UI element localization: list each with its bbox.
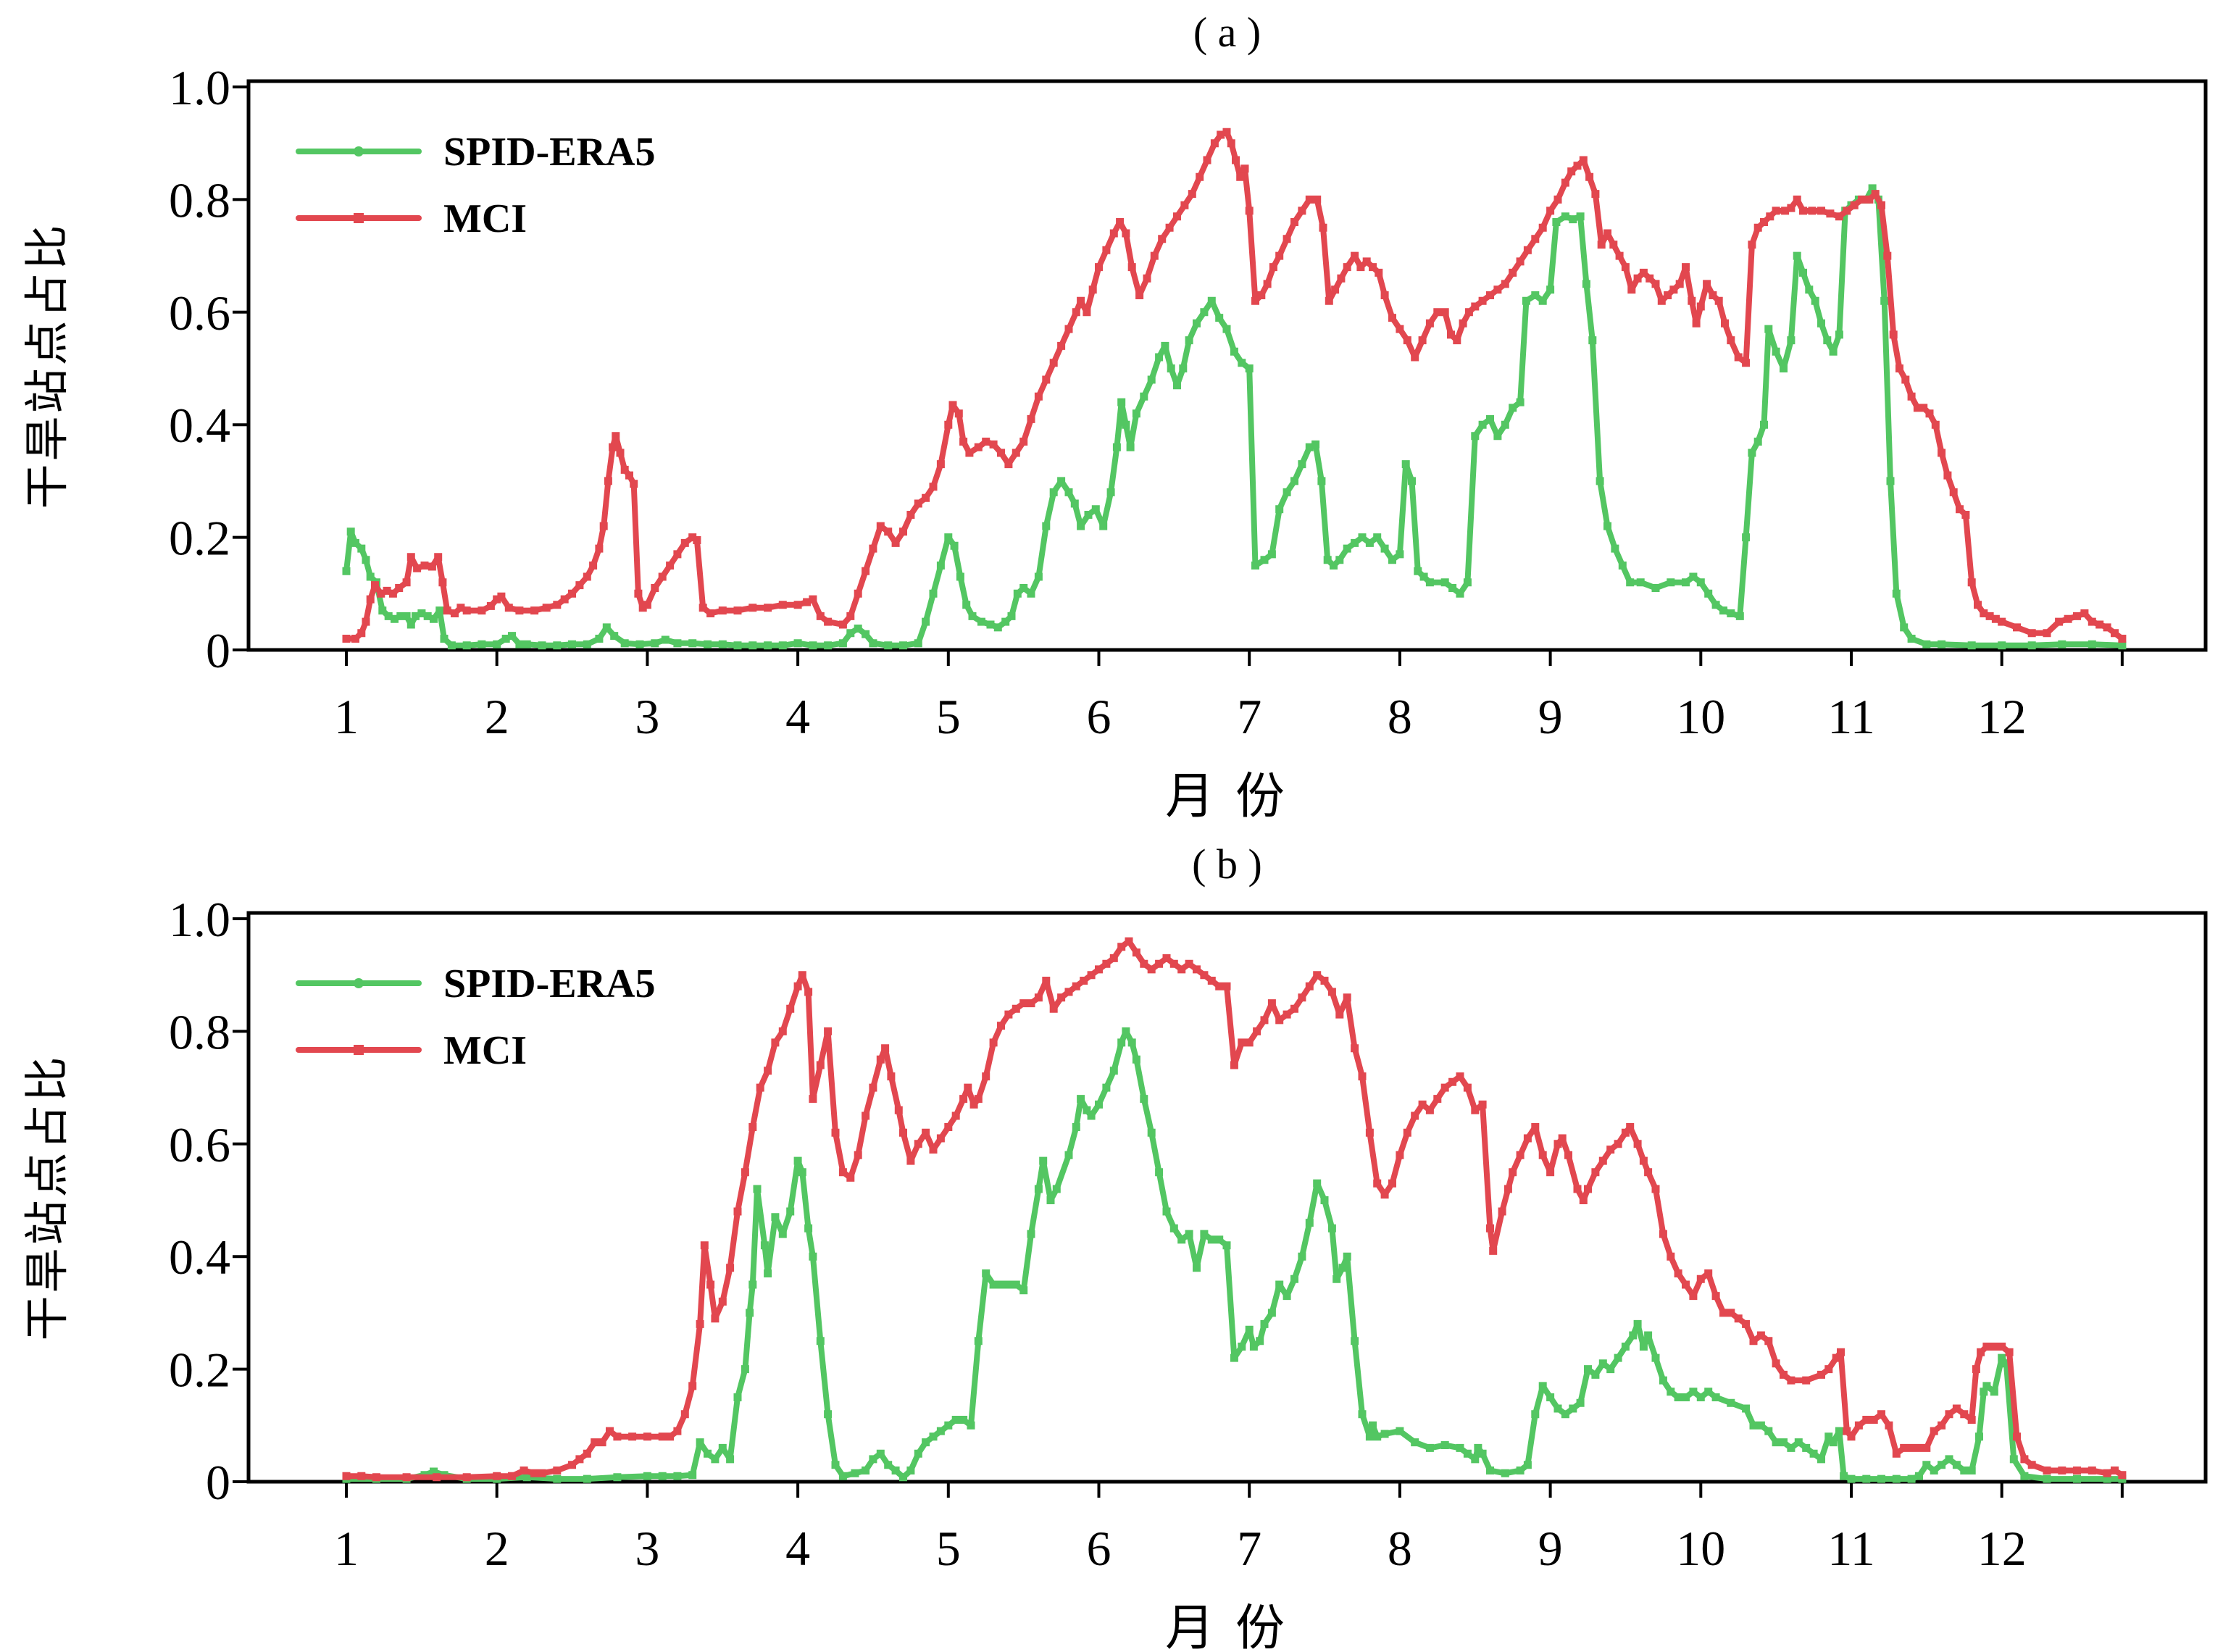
x-tick-label: 7 <box>1237 1521 1261 1576</box>
legend-marker-square <box>354 213 364 223</box>
series-markers-MCI <box>342 937 2127 1482</box>
y-tick-label: 1.0 <box>169 892 230 947</box>
x-tick-label: 12 <box>1977 1521 2027 1576</box>
panel-b: 00.20.40.60.81.01 2 3 4 5 6 7 8 9 10 11 12( b )月 份干… <box>23 840 2208 1652</box>
y-tick-label: 0.2 <box>169 1343 230 1398</box>
x-tick-label: 2 <box>485 1521 509 1576</box>
y-tick-label: 0.4 <box>169 398 230 453</box>
x-tick-label: 4 <box>785 1521 810 1576</box>
y-axis-label: 干旱站点占比 <box>23 1054 72 1340</box>
x-tick-label: 5 <box>936 689 961 744</box>
x-axis-label: 月 份 <box>1165 769 1289 824</box>
series-markers-SPID-ERA5 <box>342 184 2127 650</box>
x-tick-label: 6 <box>1087 1521 1112 1576</box>
panel-title: ( b ) <box>1192 840 1262 888</box>
series-markers-SPID-ERA5 <box>342 1027 2127 1483</box>
y-tick-label: 0 <box>206 1455 230 1510</box>
x-tick-label: 11 <box>1827 689 1874 744</box>
x-tick-label: 8 <box>1388 1521 1412 1576</box>
series-line-SPID-ERA5 <box>343 1028 2125 1482</box>
legend-item-SPID-ERA5: SPID-ERA5 <box>296 130 655 175</box>
x-tick-label: 10 <box>1676 689 1725 744</box>
y-axis-label: 干旱站点占比 <box>23 222 72 509</box>
x-tick-label: 9 <box>1538 689 1563 744</box>
x-tick-label: 12 <box>1977 689 2027 744</box>
y-tick-label: 0.2 <box>169 511 230 566</box>
legend-item-MCI: MCI <box>296 1028 527 1073</box>
x-tick-label: 6 <box>1087 689 1112 744</box>
axes-box <box>246 79 2208 652</box>
panel-title: ( a ) <box>1193 9 1261 56</box>
y-tick-label: 0.8 <box>169 172 230 228</box>
x-tick-label: 10 <box>1676 1521 1725 1576</box>
y-tick-label: 0.6 <box>169 1117 230 1172</box>
x-tick-label: 1 <box>334 1521 359 1576</box>
legend-marker-circle <box>354 978 364 988</box>
x-tick-label: 7 <box>1237 689 1261 744</box>
x-tick-label: 9 <box>1538 1521 1563 1576</box>
legend-label: SPID-ERA5 <box>443 130 655 175</box>
legend-item-SPID-ERA5: SPID-ERA5 <box>296 961 655 1006</box>
x-tick-label: 4 <box>785 689 810 744</box>
axes-box <box>246 911 2208 1484</box>
x-tick-label: 1 <box>334 689 359 744</box>
series-line-SPID-ERA5 <box>343 185 2125 648</box>
y-tick-label: 0.4 <box>169 1230 230 1285</box>
x-tick-label: 3 <box>635 1521 659 1576</box>
y-tick-label: 0.8 <box>169 1004 230 1059</box>
legend-marker-circle <box>354 146 364 157</box>
x-axis-label: 月 份 <box>1165 1601 1289 1652</box>
y-tick-label: 1.0 <box>169 60 230 115</box>
x-tick-label: 5 <box>936 1521 961 1576</box>
y-tick-label: 0.6 <box>169 285 230 341</box>
legend-label: SPID-ERA5 <box>443 961 655 1006</box>
series-line-MCI <box>343 938 2125 1480</box>
x-tick-label: 8 <box>1388 689 1412 744</box>
x-tick-label: 2 <box>485 689 509 744</box>
legend-item-MCI: MCI <box>296 196 527 241</box>
legend-label: MCI <box>443 196 527 241</box>
x-tick-label: 3 <box>635 689 659 744</box>
legend-marker-square <box>354 1045 364 1055</box>
panel-a: 00.20.40.60.81.01 2 3 4 5 6 7 8 9 10 11 12( a )月 份干… <box>23 9 2208 824</box>
x-tick-label: 11 <box>1827 1521 1874 1576</box>
legend-label: MCI <box>443 1028 527 1073</box>
y-tick-label: 0 <box>206 623 230 678</box>
